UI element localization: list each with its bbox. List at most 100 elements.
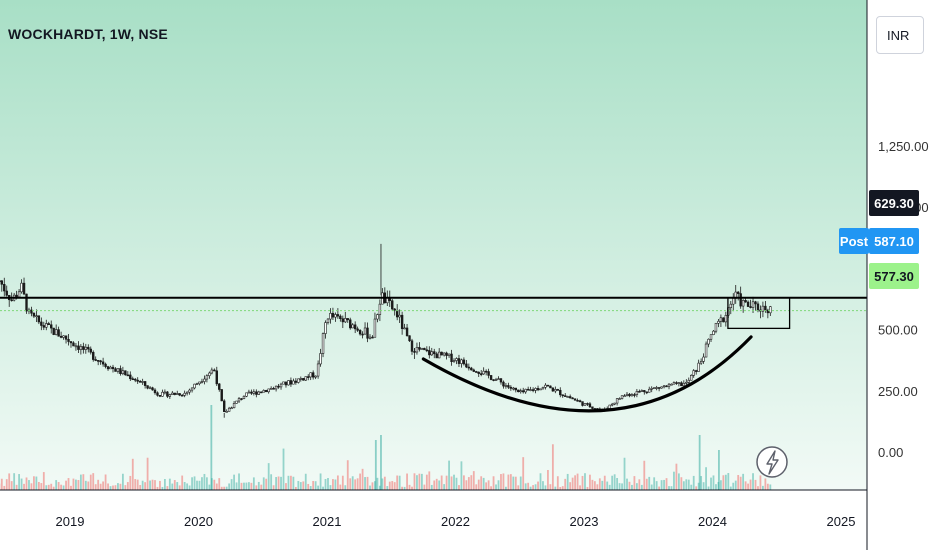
volume-bar — [62, 485, 65, 490]
candle-body — [32, 312, 36, 317]
volume-bar — [28, 480, 30, 490]
volume-bar — [228, 483, 231, 490]
volume-bar — [655, 481, 658, 490]
candle-body — [618, 398, 621, 400]
candle-body — [129, 374, 132, 380]
candle-body — [746, 301, 750, 307]
candle-body — [279, 383, 283, 388]
candle-body — [77, 345, 80, 350]
candle-body — [573, 398, 577, 401]
candle-body — [163, 391, 167, 394]
candle-body — [712, 330, 715, 335]
candle-body — [551, 387, 555, 392]
candle-body — [210, 369, 214, 374]
volume-bar — [290, 475, 292, 490]
candle-body — [267, 388, 270, 393]
volume-bar — [448, 460, 450, 490]
volume-bar — [341, 475, 344, 490]
price-tick-label: 250.00 — [878, 384, 918, 399]
volume-bar — [539, 473, 542, 490]
currency-selector[interactable]: INR — [876, 16, 924, 54]
candle-body — [30, 309, 33, 314]
candle-body — [309, 372, 312, 378]
volume-bar — [139, 485, 142, 490]
volume-bar — [433, 480, 436, 490]
volume-bar — [757, 486, 759, 490]
candle-body — [588, 403, 592, 408]
volume-bar — [517, 485, 520, 490]
candle-body — [655, 387, 658, 389]
candle-body — [116, 368, 120, 372]
volume-bar — [737, 475, 740, 490]
volume-bar — [79, 474, 82, 490]
volume-bar — [502, 473, 505, 490]
volume-bar — [156, 486, 159, 490]
candle-body — [294, 380, 298, 383]
volume-bar — [136, 479, 139, 490]
volume-bar — [490, 486, 492, 490]
candle-body — [445, 352, 448, 356]
volume-bar — [519, 476, 522, 490]
volume-bar — [724, 474, 727, 490]
candle-body — [499, 378, 503, 383]
volume-bar — [287, 475, 290, 490]
candle-body — [685, 381, 688, 384]
candle-body — [699, 361, 703, 364]
volume-bar — [660, 480, 663, 490]
candle-body — [156, 392, 159, 396]
volume-bar — [255, 485, 258, 490]
volume-bar — [584, 473, 586, 490]
time-axis[interactable]: 2019 2020 2021 2022 2023 2024 2025 — [56, 514, 856, 529]
volume-bar — [645, 478, 648, 490]
volume-bar — [84, 480, 87, 490]
candle-body — [504, 385, 508, 387]
volume-bar — [238, 473, 240, 490]
candle-body — [610, 403, 614, 406]
candle-body — [672, 382, 676, 385]
volume-bar — [312, 480, 315, 490]
candle-body — [339, 315, 342, 320]
volume-bar — [487, 480, 490, 490]
volume-bar — [593, 481, 596, 490]
candle-body — [657, 387, 661, 389]
candle-body — [205, 375, 209, 380]
candle-body — [766, 309, 770, 314]
candle-body — [119, 368, 122, 374]
candle-body — [84, 346, 88, 350]
volume-bar — [460, 461, 463, 490]
candle-body — [660, 386, 663, 389]
volume-bar — [220, 486, 223, 490]
volume-bar — [766, 483, 769, 490]
last-price-badge-text: 577.30 — [874, 269, 914, 284]
volume-bar — [663, 479, 665, 490]
candle-body — [470, 367, 473, 371]
candle-body — [732, 298, 735, 305]
candle-body — [667, 383, 671, 387]
candle-body — [366, 327, 369, 339]
volume-bar — [406, 473, 408, 490]
volume-bar — [72, 478, 75, 490]
volume-bar — [769, 484, 772, 490]
price-tick-label: 0.00 — [878, 445, 903, 460]
volume-bar — [265, 478, 268, 490]
volume-bar — [608, 484, 611, 490]
candle-body — [22, 282, 26, 295]
candle-body — [141, 381, 144, 383]
candle-body — [418, 347, 421, 350]
candle-body — [526, 388, 530, 391]
volume-bar — [697, 482, 700, 490]
candle-body — [761, 305, 765, 312]
candle-body — [393, 308, 396, 311]
lightning-icon[interactable] — [756, 446, 788, 478]
volume-bar — [248, 482, 250, 490]
volume-bar — [413, 473, 416, 490]
volume-bar — [690, 484, 693, 490]
high-price-badge-bg — [869, 190, 919, 216]
candle-body — [168, 394, 172, 397]
time-tick-label: 2023 — [570, 514, 599, 529]
candle-body — [247, 391, 251, 394]
volume-bar — [569, 482, 572, 490]
candle-body — [336, 314, 340, 317]
